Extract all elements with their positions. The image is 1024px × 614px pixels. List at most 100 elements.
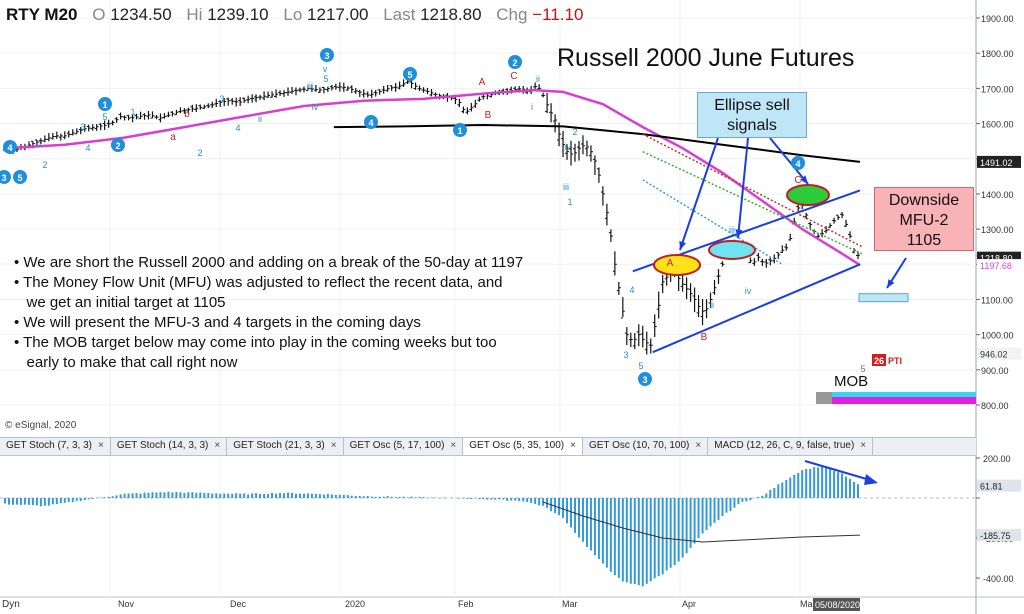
downside-callout-line2: MFU-2 [899, 212, 949, 229]
chg-label: Chg [496, 5, 528, 24]
abc-label: A [667, 258, 674, 269]
pti-badge-number: 26 [874, 356, 884, 366]
date-flag-bg [813, 598, 860, 611]
wave-circle-label [791, 156, 805, 170]
close-icon[interactable]: × [570, 440, 576, 451]
chart-title: Russell 2000 June Futures [557, 44, 855, 72]
wave-label: 5 [323, 74, 328, 84]
indicator-tab[interactable]: GET Stoch (21, 3, 3) × [227, 438, 344, 455]
tab-label: GET Stoch (14, 3, 3) [116, 440, 209, 451]
wave-circle-text: 2 [512, 58, 517, 68]
wave-circle-text: 4 [795, 159, 800, 169]
wave-label: 1 [567, 197, 572, 207]
close-icon[interactable]: × [695, 440, 702, 451]
x-month-label: Apr [682, 599, 696, 609]
indicator-tab[interactable]: GET Osc (5, 17, 100) × [344, 438, 464, 455]
high-label: Hi [186, 5, 203, 24]
quote-header: RTY M20 O 1234.50 Hi 1239.10 Lo 1217.00 … [6, 5, 583, 25]
mfu2-target-box [858, 293, 909, 303]
wave-circle-text: 5 [407, 70, 412, 80]
y-tick-label: 1300.00 [981, 225, 1014, 235]
price-flag-label: 946.02 [980, 350, 1008, 360]
oscillator-layer [0, 460, 976, 587]
close-icon[interactable]: × [450, 440, 457, 451]
bullet-item: • We are short the Russell 2000 and addi… [14, 254, 524, 271]
indicator-tab[interactable]: GET Stoch (7, 3, 3) × [0, 438, 111, 455]
callout-arrow-c [769, 137, 809, 185]
pti-badge-label: PTI [888, 356, 902, 366]
bullet-item: early to make that call right now [14, 354, 238, 371]
wave-label: iv [745, 286, 752, 296]
y-tick-label: 900.00 [981, 366, 1009, 376]
wave-label: iii [307, 81, 313, 91]
osc-y-tick-label: -400.00 [983, 574, 1014, 584]
price-flag [977, 259, 1021, 272]
indicator-tab-bar: GET Stoch (7, 3, 3) × GET Stoch (14, 3, 3… [0, 437, 976, 456]
indicator-tab[interactable]: GET Stoch (14, 3, 3) × [111, 438, 228, 455]
close-icon[interactable]: × [97, 440, 104, 451]
divergence-arrow [804, 460, 871, 481]
abc-label: B [485, 110, 492, 121]
y-tick-label: 1900.00 [981, 14, 1014, 24]
low-label: Lo [283, 5, 303, 24]
wave-circle-text: 2 [115, 141, 120, 151]
abc-label: a [170, 132, 176, 143]
wave-label: ii [710, 300, 714, 310]
callout-arrow-target-head [887, 279, 895, 288]
copyright-text: © eSignal, 2020 [5, 420, 77, 431]
osc-flag-label: -185.75 [980, 531, 1011, 541]
abc-label: A [479, 77, 486, 88]
wave-label: 4 [629, 285, 634, 295]
wave-circle-text: 3 [642, 375, 647, 385]
wave-label: 5 [860, 364, 865, 374]
osc-flag [977, 529, 1021, 542]
close-icon[interactable]: × [214, 440, 221, 451]
price-flag [977, 155, 1021, 168]
channel-lower-line [652, 263, 861, 354]
wave-label: iv [312, 102, 319, 112]
x-month-label: Dec [230, 599, 247, 609]
wave-label: 4 [85, 143, 90, 153]
y-tick-label: 1600.00 [981, 120, 1014, 130]
wave-circle-label [111, 138, 125, 152]
abc-label: b [184, 109, 190, 120]
osc-flag [977, 479, 1021, 492]
axis-layer: 800.00 900.00 1000.00 1100.00 1 200.00 1300.00… [0, 14, 1024, 611]
ellipse-callout-line1: Ellipse sell [714, 97, 790, 114]
mfu-line-green [642, 151, 863, 255]
wave-label: 5 [638, 361, 643, 371]
price-flag-label: 1218.80 [980, 254, 1013, 264]
wave-label: 3 [219, 94, 224, 104]
indicator-tab-active[interactable]: GET Osc (5, 35, 100) × [463, 438, 583, 455]
wave-label: 2 [42, 160, 47, 170]
downside-target-callout: Downside MFU-2 1105 [874, 187, 974, 251]
pti-badge-bg [872, 354, 886, 366]
wave-circle-label [403, 67, 417, 81]
indicator-tab[interactable]: GET Osc (10, 70, 100) × [583, 438, 709, 455]
y-tick-label: 1700.00 [981, 84, 1014, 94]
divergence-arrow-head [864, 474, 878, 485]
bullet-item: • We will present the MFU-3 and 4 target… [14, 314, 421, 331]
x-month-label: Ma [800, 599, 813, 609]
price-flag [977, 347, 1021, 360]
y-tick-label: 1100.00 [981, 295, 1013, 305]
open-label: O [92, 5, 106, 24]
x-month-label: Nov [118, 599, 135, 609]
tab-label: GET Stoch (7, 3, 3) [6, 440, 92, 451]
close-icon[interactable]: × [860, 440, 867, 451]
close-icon[interactable]: × [330, 440, 337, 451]
indicator-tab[interactable]: MACD (12, 26, C, 9, false, true) × [708, 438, 874, 455]
last-value: 1218.80 [420, 5, 482, 24]
mfu-line-cyan [642, 179, 783, 265]
wave-circle-text: 1 [102, 100, 107, 110]
osc-signal-line [542, 501, 861, 543]
y-tick-label: 1400.00 [981, 190, 1014, 200]
wave-circle-label [13, 170, 27, 184]
tab-label: GET Osc (10, 70, 100) [588, 440, 690, 451]
wave-circle-text: 3 [324, 51, 329, 61]
wave-circle-text: 4 [7, 143, 12, 153]
mob-bar-magenta [816, 397, 976, 404]
osc-y-tick-label: 200.00 [983, 454, 1011, 464]
